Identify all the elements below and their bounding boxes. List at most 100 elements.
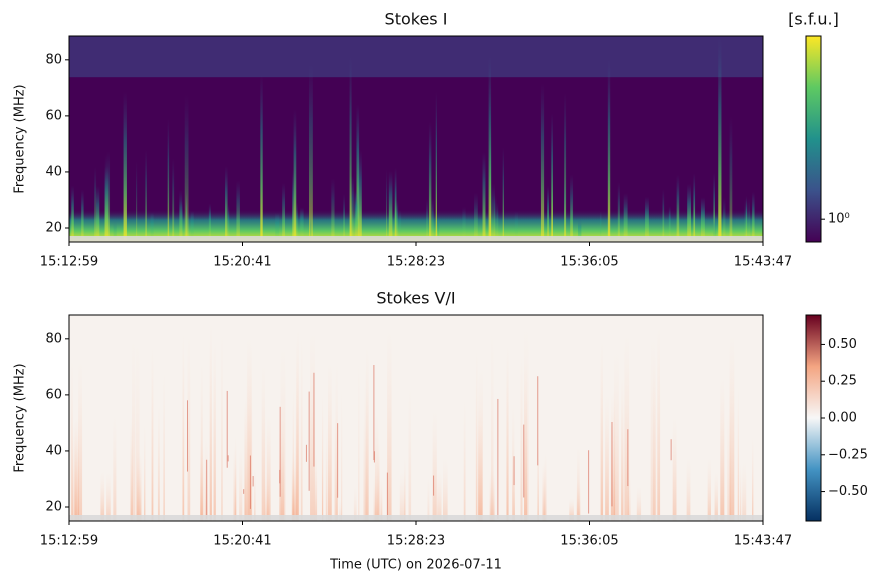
spike bbox=[433, 475, 435, 496]
burst bbox=[404, 454, 406, 521]
burst bbox=[279, 415, 285, 521]
burst bbox=[106, 471, 111, 521]
spike bbox=[252, 476, 254, 487]
burst bbox=[300, 207, 304, 242]
burst bbox=[605, 392, 609, 521]
burst bbox=[693, 173, 696, 242]
spike bbox=[670, 439, 672, 461]
spectrogram bbox=[69, 315, 763, 521]
burst bbox=[576, 478, 581, 521]
spike bbox=[497, 398, 499, 520]
burst bbox=[426, 199, 428, 242]
spike bbox=[513, 456, 515, 486]
burst bbox=[314, 451, 318, 521]
burst bbox=[408, 381, 412, 521]
burst bbox=[491, 322, 494, 521]
burst bbox=[282, 183, 286, 242]
burst bbox=[494, 195, 497, 242]
burst bbox=[377, 436, 380, 521]
burst bbox=[578, 219, 582, 242]
burst bbox=[78, 357, 83, 521]
burst bbox=[374, 409, 379, 521]
burst bbox=[387, 325, 392, 521]
burst bbox=[428, 121, 432, 242]
burst bbox=[145, 149, 147, 242]
burst bbox=[356, 104, 360, 242]
burst bbox=[113, 220, 117, 242]
spike bbox=[279, 406, 281, 497]
burst bbox=[621, 374, 624, 521]
burst bbox=[547, 185, 549, 242]
spike bbox=[186, 400, 188, 472]
x-tick-label: 15:43:47 bbox=[734, 255, 792, 270]
burst bbox=[355, 191, 358, 242]
burst bbox=[94, 167, 97, 242]
burst bbox=[327, 359, 332, 521]
burst bbox=[74, 411, 79, 521]
burst bbox=[239, 445, 243, 521]
background bbox=[69, 315, 763, 521]
colorbar bbox=[805, 35, 822, 243]
spike bbox=[206, 459, 208, 520]
burst bbox=[544, 451, 547, 521]
x-tick-label: 15:28:23 bbox=[387, 255, 445, 270]
x-tick-label: 15:36:05 bbox=[560, 534, 618, 549]
burst bbox=[123, 91, 127, 242]
upper-band bbox=[69, 36, 763, 78]
burst bbox=[600, 337, 604, 521]
burst bbox=[172, 158, 175, 242]
burst bbox=[624, 329, 630, 521]
spike bbox=[373, 451, 375, 463]
masked-band bbox=[69, 515, 763, 521]
spike bbox=[243, 489, 245, 494]
y-tick-label: 40 bbox=[45, 164, 62, 179]
burst bbox=[742, 460, 747, 521]
burst bbox=[247, 345, 253, 521]
x-tick-label: 15:43:47 bbox=[734, 534, 792, 549]
burst bbox=[463, 394, 466, 521]
spike bbox=[537, 376, 539, 466]
y-tick-label: 80 bbox=[45, 52, 62, 67]
burst bbox=[167, 118, 170, 242]
burst bbox=[488, 55, 492, 242]
burst bbox=[617, 182, 620, 242]
burst bbox=[672, 414, 677, 521]
burst bbox=[506, 347, 509, 521]
burst bbox=[331, 178, 335, 242]
burst bbox=[275, 213, 280, 242]
burst bbox=[310, 327, 315, 521]
burst bbox=[225, 166, 228, 242]
colorbar-tick-label: 0.25 bbox=[828, 374, 857, 389]
burst bbox=[435, 91, 437, 242]
burst bbox=[737, 381, 740, 521]
colorbar-tick-label: 10⁰ bbox=[828, 212, 850, 227]
burst bbox=[713, 172, 715, 242]
burst bbox=[264, 473, 269, 521]
burst bbox=[512, 403, 515, 521]
burst bbox=[100, 470, 105, 521]
burst bbox=[520, 347, 523, 521]
x-tick-label: 15:36:05 bbox=[560, 255, 618, 270]
burst bbox=[157, 401, 160, 521]
spike bbox=[588, 450, 590, 514]
burst bbox=[200, 358, 203, 521]
burst bbox=[496, 202, 499, 242]
burst bbox=[300, 328, 303, 521]
burst bbox=[388, 171, 393, 242]
burst bbox=[131, 332, 136, 521]
burst bbox=[213, 338, 216, 521]
burst bbox=[339, 498, 342, 521]
burst bbox=[431, 197, 434, 242]
burst bbox=[135, 334, 140, 521]
burst bbox=[727, 405, 731, 521]
burst bbox=[358, 150, 362, 242]
burst bbox=[292, 169, 295, 242]
burst bbox=[308, 63, 313, 242]
burst bbox=[751, 435, 754, 521]
burst bbox=[623, 193, 628, 242]
burst bbox=[325, 425, 328, 521]
burst bbox=[564, 93, 567, 242]
burst bbox=[700, 197, 705, 242]
burst bbox=[244, 395, 247, 521]
y-tick-label: 60 bbox=[45, 387, 62, 402]
